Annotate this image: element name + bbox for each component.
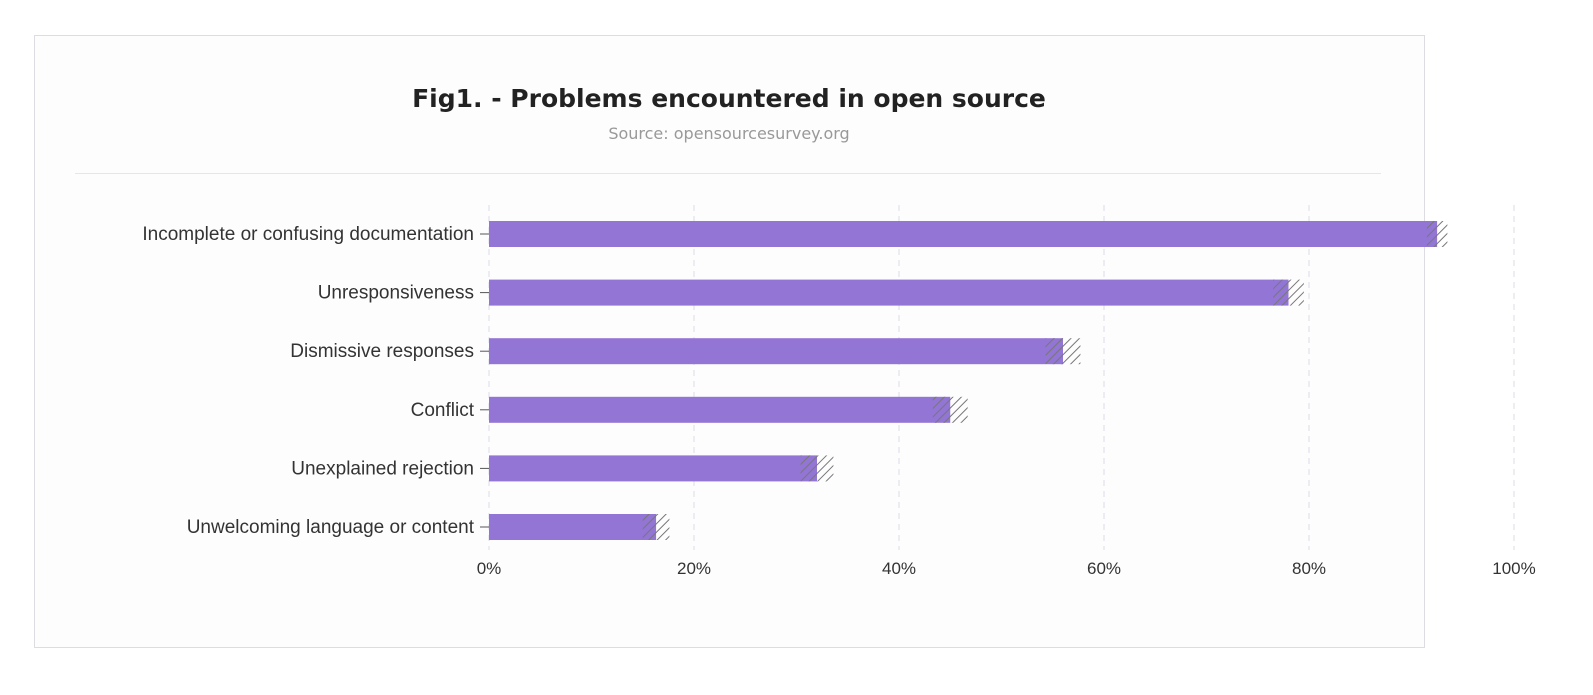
error-band <box>800 455 834 482</box>
bar <box>489 514 657 540</box>
bar <box>489 396 951 423</box>
error-band <box>642 514 670 540</box>
bar <box>489 455 817 482</box>
bar <box>489 279 1289 306</box>
error-band <box>932 396 968 423</box>
category-label: Dismissive responses <box>290 341 474 362</box>
category-label: Conflict <box>411 400 475 421</box>
chart-subtitle: Source: opensourcesurvey.org <box>608 124 850 143</box>
x-tick-label: 80% <box>1292 559 1326 578</box>
bar <box>489 338 1063 365</box>
x-tick-label: 20% <box>677 559 711 578</box>
category-label: Unexplained rejection <box>291 458 474 479</box>
x-tick-label: 40% <box>882 559 916 578</box>
error-band <box>1426 221 1448 247</box>
title-divider <box>75 173 1381 174</box>
x-tick-label: 60% <box>1087 559 1121 578</box>
error-band <box>1045 338 1081 365</box>
chart-title: Fig1. - Problems encountered in open sou… <box>412 84 1046 113</box>
bar <box>489 221 1438 247</box>
error-band <box>1273 279 1304 306</box>
category-label: Unresponsiveness <box>318 283 474 304</box>
category-label: Unwelcoming language or content <box>187 517 475 538</box>
x-tick-label: 100% <box>1492 559 1535 578</box>
x-tick-label: 0% <box>477 559 502 578</box>
category-label: Incomplete or confusing documentation <box>142 224 474 245</box>
